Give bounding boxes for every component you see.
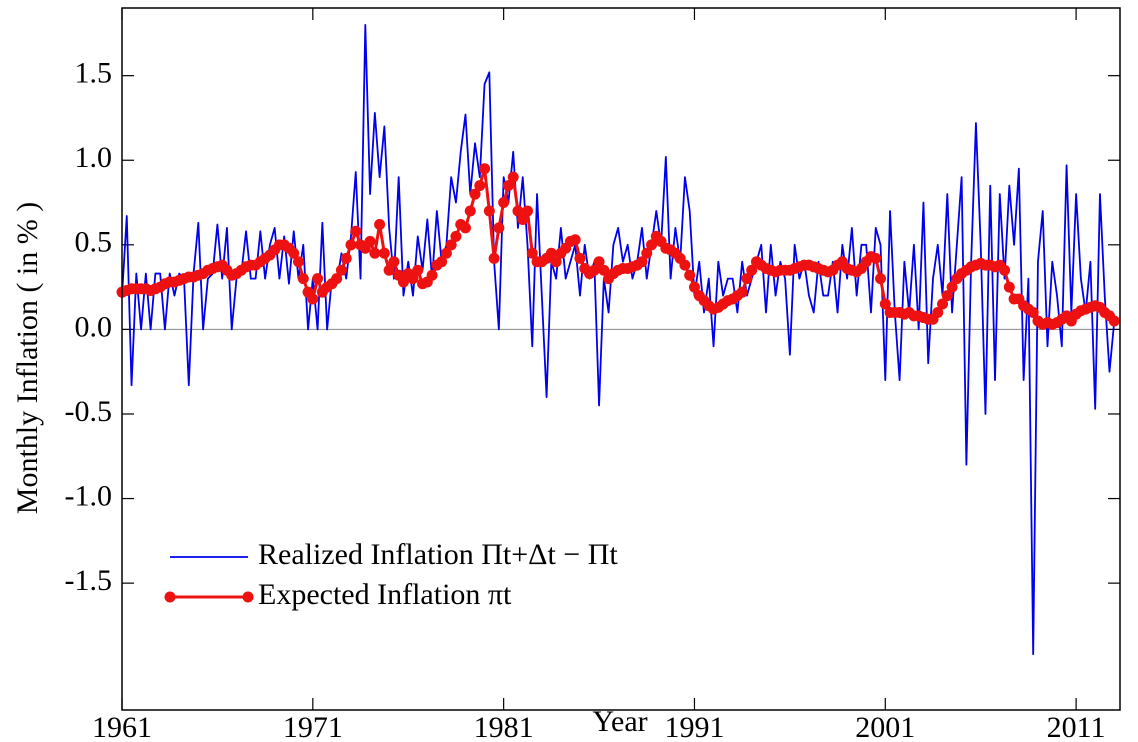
legend-label: Realized Inflation Πt+Δt − Πt bbox=[258, 538, 618, 571]
series-marker bbox=[479, 163, 491, 175]
y-tick-label: 1.0 bbox=[75, 141, 113, 174]
series-marker bbox=[512, 205, 524, 217]
y-axis-label: Monthly Inflation ( in % ) bbox=[11, 202, 44, 514]
x-tick-label: 1981 bbox=[474, 711, 534, 742]
series-marker bbox=[736, 286, 748, 298]
series-line bbox=[121, 24, 1116, 656]
series-marker bbox=[297, 273, 309, 285]
series-marker bbox=[412, 264, 424, 276]
series-marker bbox=[937, 298, 949, 310]
series-marker bbox=[588, 264, 600, 276]
series-marker bbox=[364, 235, 376, 247]
series-marker bbox=[426, 269, 438, 281]
series-marker bbox=[469, 188, 481, 200]
series-marker bbox=[545, 247, 557, 259]
x-tick-label: 1991 bbox=[664, 711, 724, 742]
series-marker bbox=[879, 298, 891, 310]
series-marker bbox=[550, 256, 562, 268]
series-marker bbox=[932, 306, 944, 318]
series-marker bbox=[459, 222, 471, 234]
y-tick-label: -0.5 bbox=[65, 395, 113, 428]
series-marker bbox=[293, 256, 305, 268]
series-marker bbox=[946, 281, 958, 293]
y-tick-label: -1.5 bbox=[65, 564, 113, 597]
series-marker bbox=[440, 247, 452, 259]
legend-marker bbox=[164, 591, 176, 603]
series-marker bbox=[517, 213, 529, 225]
series-marker bbox=[593, 256, 605, 268]
series-marker bbox=[574, 252, 586, 264]
series-marker bbox=[1027, 306, 1039, 318]
series-marker bbox=[870, 252, 882, 264]
series-marker bbox=[641, 247, 653, 259]
series-marker bbox=[388, 256, 400, 268]
series-marker bbox=[378, 247, 390, 259]
series-marker bbox=[450, 230, 462, 242]
y-tick-label: -1.0 bbox=[65, 479, 113, 512]
series-marker bbox=[350, 225, 362, 237]
series-marker bbox=[307, 293, 319, 305]
series-marker bbox=[483, 205, 495, 217]
series-marker bbox=[1003, 281, 1015, 293]
series-marker bbox=[335, 264, 347, 276]
x-tick-label: 2001 bbox=[855, 711, 915, 742]
series-marker bbox=[741, 273, 753, 285]
y-tick-label: 0.5 bbox=[75, 226, 113, 259]
legend-marker bbox=[242, 591, 254, 603]
series-marker bbox=[1108, 315, 1120, 327]
series-marker bbox=[498, 197, 510, 209]
series-marker bbox=[374, 219, 386, 231]
series-marker bbox=[383, 264, 395, 276]
series-marker bbox=[526, 247, 538, 259]
series-marker bbox=[407, 273, 419, 285]
series-marker bbox=[636, 256, 648, 268]
series-marker bbox=[464, 205, 476, 217]
series-marker bbox=[521, 205, 533, 217]
series-marker bbox=[569, 234, 581, 246]
series-marker bbox=[369, 247, 381, 259]
series-marker bbox=[340, 252, 352, 264]
series-marker bbox=[288, 247, 300, 259]
series-marker bbox=[502, 180, 514, 192]
series-marker bbox=[746, 264, 758, 276]
x-tick-label: 2011 bbox=[1047, 711, 1106, 742]
series-marker bbox=[312, 273, 324, 285]
x-tick-label: 1961 bbox=[92, 711, 152, 742]
series-marker bbox=[436, 256, 448, 268]
legend-label: Expected Inflation πt bbox=[258, 578, 512, 611]
series-marker bbox=[875, 273, 887, 285]
x-tick-label: 1971 bbox=[283, 711, 343, 742]
y-tick-label: 1.5 bbox=[75, 57, 113, 90]
series-marker bbox=[941, 290, 953, 302]
series-marker bbox=[646, 239, 658, 251]
series-marker bbox=[493, 222, 505, 234]
series-marker bbox=[999, 264, 1011, 276]
series-marker bbox=[598, 264, 610, 276]
series-marker bbox=[688, 281, 700, 293]
series-marker bbox=[445, 239, 457, 251]
series-marker bbox=[684, 269, 696, 281]
y-tick-label: 0.0 bbox=[75, 310, 113, 343]
series-marker bbox=[397, 276, 409, 288]
series-marker bbox=[331, 273, 343, 285]
series-marker bbox=[488, 252, 500, 264]
series-marker bbox=[507, 171, 519, 183]
series-marker bbox=[679, 259, 691, 271]
plot-frame bbox=[121, 7, 1121, 711]
series-marker bbox=[345, 239, 357, 251]
series-marker bbox=[474, 180, 486, 192]
